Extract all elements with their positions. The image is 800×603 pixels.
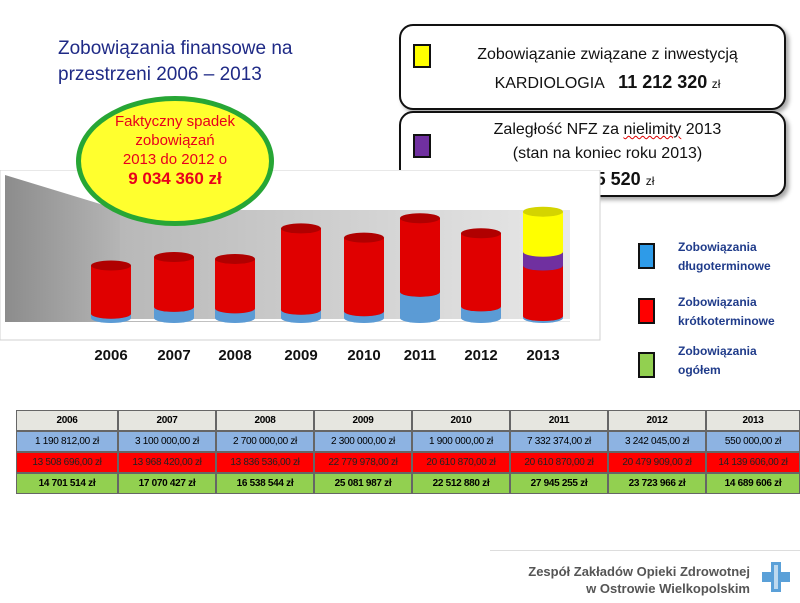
bar-short-term-2011	[400, 213, 440, 297]
table-cell: 3 100 000,00 zł	[118, 431, 216, 452]
x-tick-label-2012: 2012	[464, 347, 497, 364]
table-cell: 7 332 374,00 zł	[510, 431, 608, 452]
table-header-cell: 2008	[216, 410, 314, 431]
footer-divider	[490, 550, 800, 551]
bar-short-term-2010	[344, 232, 384, 317]
table-header-cell: 2007	[118, 410, 216, 431]
x-tick-label-2006: 2006	[94, 347, 127, 364]
oval-amount: 9 034 360 zł	[128, 169, 222, 188]
table-header-cell: 2006	[16, 410, 118, 431]
x-tick-label-2011: 2011	[404, 347, 437, 364]
investment-color-swatch	[413, 44, 431, 68]
x-tick-label-2013: 2013	[526, 347, 559, 364]
table-row-total: 14 701 514 zł 17 070 427 zł 16 538 544 zł 2…	[16, 473, 800, 494]
legend-total-line2: ogółem	[678, 363, 721, 377]
legend-total: Zobowiązania ogółem	[678, 342, 757, 380]
legend-long-term-line2: długoterminowe	[678, 259, 771, 273]
table-cell: 22 512 880 zł	[412, 473, 510, 494]
nfz-color-swatch	[413, 134, 431, 158]
table-cell: 13 968 420,00 zł	[118, 452, 216, 473]
legend-short-term-swatch	[638, 298, 655, 324]
bar-short-term-2006	[91, 260, 131, 319]
table-cell: 20 610 870,00 zł	[510, 452, 608, 473]
table-cell: 20 610 870,00 zł	[412, 452, 510, 473]
legend-short-term-line1: Zobowiązania	[678, 295, 757, 309]
table-cell: 1 900 000,00 zł	[412, 431, 510, 452]
x-tick-label-2009: 2009	[284, 347, 317, 364]
footer-line-2: w Ostrowie Wielkopolskim	[586, 581, 750, 596]
table-cell: 13 836 536,00 zł	[216, 452, 314, 473]
table-row-short-term: 13 508 696,00 zł 13 968 420,00 zł 13 836 5…	[16, 452, 800, 473]
table-cell: 13 508 696,00 zł	[16, 452, 118, 473]
table-header-cell: 2012	[608, 410, 706, 431]
nfz-text-c: 2013	[685, 121, 722, 138]
oval-line-2: zobowiązań	[135, 132, 215, 149]
table-cell: 16 538 544 zł	[216, 473, 314, 494]
investment-text: Zobowiązanie związane z inwestycją	[477, 46, 738, 63]
investment-amount-line: KARDIOLOGIA 11 212 320 zł	[441, 72, 774, 93]
title-line-2: przestrzeni 2006 – 2013	[58, 64, 262, 85]
legend-long-term-swatch	[638, 243, 655, 269]
x-tick-label-2008: 2008	[218, 347, 251, 364]
legend-short-term-line2: krótkoterminowe	[678, 314, 775, 328]
table-cell: 1 190 812,00 zł	[16, 431, 118, 452]
x-tick-label-2010: 2010	[347, 347, 380, 364]
bar-extra-2013-1	[523, 206, 563, 257]
table-cell: 27 945 255 zł	[510, 473, 608, 494]
investment-amount: 11 212 320	[618, 72, 708, 92]
oval-line-3: 2013 do 2012 o	[122, 151, 228, 168]
legend-short-term: Zobowiązania krótkoterminowe	[678, 293, 775, 331]
table-cell: 14 139 606,00 zł	[706, 452, 800, 473]
table-cell: 14 701 514 zł	[16, 473, 118, 494]
table-header-cell: 2011	[510, 410, 608, 431]
table-cell: 22 779 978,00 zł	[314, 452, 412, 473]
investment-callout: Zobowiązanie związane z inwestycją KARDI…	[399, 24, 786, 110]
legend-long-term-line1: Zobowiązania	[678, 240, 757, 254]
liabilities-table: 2006 2007 2008 2009 2010 2011 2012 2013 1 190 81…	[16, 410, 800, 494]
medical-cross-icon	[762, 562, 790, 592]
investment-unit: zł	[711, 77, 721, 91]
table-row-long-term: 1 190 812,00 zł 3 100 000,00 zł 2 700 000,…	[16, 431, 800, 452]
decrease-oval: Faktyczny spadek zobowiązań 2013 do 2012…	[76, 96, 274, 226]
bar-short-term-2009	[281, 223, 321, 315]
table-header-row: 2006 2007 2008 2009 2010 2011 2012 2013	[16, 410, 800, 431]
nfz-text: Zaległość NFZ za nielimity 2013	[441, 121, 774, 139]
footer-line-1: Zespół Zakładów Opieki Zdrowotnej	[528, 564, 750, 579]
table-header-cell: 2009	[314, 410, 412, 431]
nfz-text-b: nielimity	[623, 121, 682, 138]
bar-short-term-2008	[215, 253, 255, 314]
legend-long-term: Zobowiązania długoterminowe	[678, 238, 771, 276]
table-cell: 14 689 606 zł	[706, 473, 800, 494]
oval-line-1: Faktyczny spadek	[114, 113, 236, 130]
footer-institution: Zespół Zakładów Opieki Zdrowotnej w Ostr…	[500, 563, 750, 597]
legend-total-line1: Zobowiązania	[678, 344, 757, 358]
nfz-unit: zł	[645, 174, 655, 188]
nfz-text-a: Zaległość NFZ za	[493, 121, 620, 138]
table-header-cell: 2010	[412, 410, 510, 431]
slide-title: Zobowiązania finansowe na przestrzeni 20…	[58, 36, 358, 88]
table-cell: 17 070 427 zł	[118, 473, 216, 494]
x-tick-label-2007: 2007	[157, 347, 190, 364]
table-cell: 550 000,00 zł	[706, 431, 800, 452]
table-header-cell: 2013	[706, 410, 800, 431]
title-line-1: Zobowiązania finansowe na	[58, 38, 293, 59]
investment-label: KARDIOLOGIA	[494, 75, 605, 92]
table-cell: 23 723 966 zł	[608, 473, 706, 494]
table-cell: 2 700 000,00 zł	[216, 431, 314, 452]
bar-short-term-2007	[154, 252, 194, 312]
table-cell: 20 479 909,00 zł	[608, 452, 706, 473]
bar-short-term-2012	[461, 228, 501, 312]
liabilities-chart: 2006 2007 2008 2009 2010 2011 2012 2013	[0, 170, 601, 364]
table-cell: 3 242 045,00 zł	[608, 431, 706, 452]
table-cell: 2 300 000,00 zł	[314, 431, 412, 452]
table-cell: 25 081 987 zł	[314, 473, 412, 494]
nfz-subtext: (stan na koniec roku 2013)	[512, 145, 703, 162]
legend-total-swatch	[638, 352, 655, 378]
